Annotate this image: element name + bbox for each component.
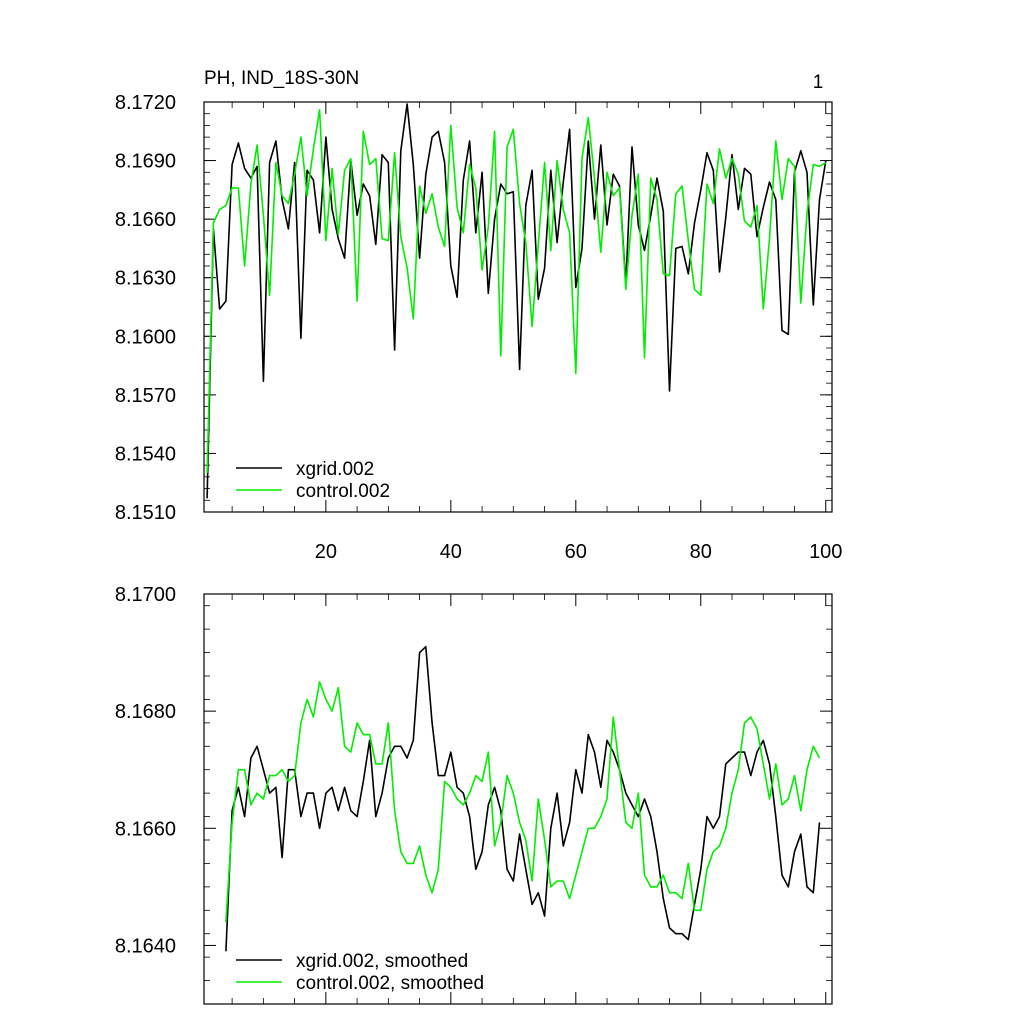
y-tick-label: 8.1540 <box>115 443 176 465</box>
series-line-xgrid <box>225 645 821 952</box>
y-tick-label: 8.1720 <box>115 92 176 114</box>
y-tick-label: 8.1510 <box>115 502 176 524</box>
plot-frame <box>203 101 833 513</box>
x-tick-label: 100 <box>809 541 842 563</box>
y-tick-label: 8.1680 <box>115 701 176 723</box>
y-tick-label: 8.1600 <box>115 326 176 348</box>
y-tick-label: 8.1660 <box>115 818 176 840</box>
y-tick-label: 8.1700 <box>115 584 176 606</box>
x-tick-label: 60 <box>565 541 587 563</box>
y-tick-label: 8.1630 <box>115 268 176 290</box>
x-tick-label: 20 <box>315 541 337 563</box>
chart-title: PH, IND_18S-30N <box>204 68 359 89</box>
plot-frame <box>203 593 833 1005</box>
panel-number-label: 1 <box>813 72 824 93</box>
y-tick-label: 8.1690 <box>115 151 176 173</box>
series-line-control <box>225 681 821 923</box>
y-tick-label: 8.1660 <box>115 209 176 231</box>
series-line-control <box>206 109 827 474</box>
x-tick-label: 80 <box>690 541 712 563</box>
x-tick-label: 40 <box>440 541 462 563</box>
legend-label: xgrid.002, smoothed <box>296 951 468 972</box>
chart-panel-1: 8.1510 8.1540 8.1570 8.1600 8.1630 8.1660 8.16… <box>115 92 843 563</box>
chart-panel-2: 8.1640 8.1660 8.1680 8.1700 xgrid.002, smoot… <box>115 584 833 1005</box>
legend-label: control.002, smoothed <box>296 973 484 994</box>
y-tick-label: 8.1640 <box>115 935 176 957</box>
y-tick-label: 8.1570 <box>115 385 176 407</box>
legend-label: xgrid.002 <box>296 459 374 480</box>
legend-label: control.002 <box>296 481 390 502</box>
